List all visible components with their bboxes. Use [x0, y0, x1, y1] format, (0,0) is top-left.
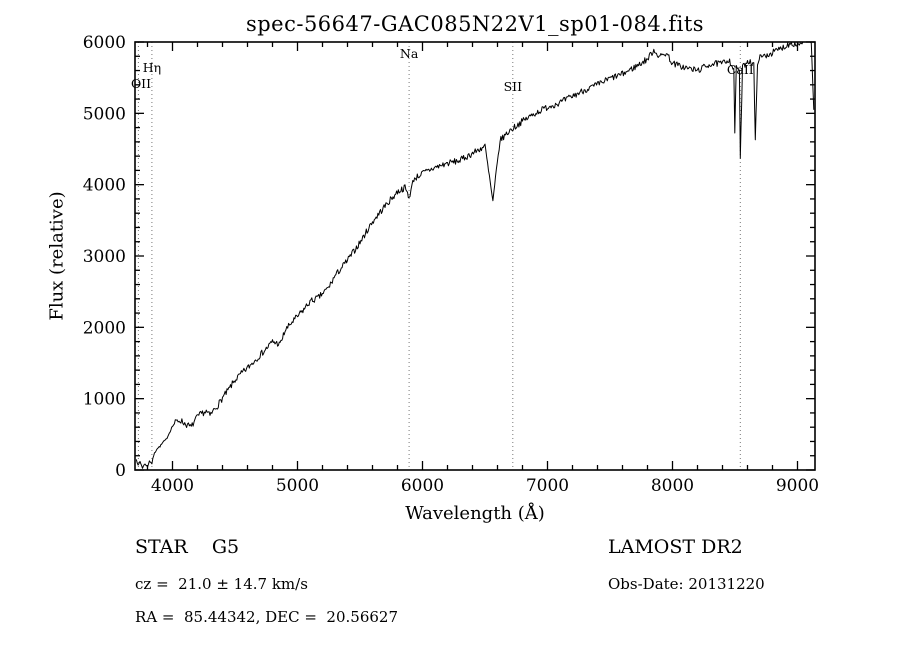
plot-title: spec-56647-GAC085N22V1_sp01-084.fits [245, 12, 705, 36]
y-tick-label: 1000 [83, 390, 126, 410]
obs-date: Obs-Date: 20131220 [608, 575, 765, 593]
reference-line-label: CaII [727, 62, 754, 77]
x-tick-label: 8000 [651, 476, 694, 496]
reference-line-label: Hη [143, 60, 161, 75]
y-tick-label: 5000 [83, 104, 126, 124]
ra-dec-coordinates: RA = 85.44342, DEC = 20.56627 [135, 608, 399, 626]
axis-tick-labels: 4000 5000 6000 7000 8000 9000 0 1000 2000 3000 400… [83, 33, 819, 496]
object-classification: STAR G5 [135, 536, 240, 558]
x-tick-label: 9000 [776, 476, 819, 496]
axis-ticks [135, 41, 815, 471]
cz-velocity: cz = 21.0 ± 14.7 km/s [135, 575, 308, 593]
y-tick-label: 4000 [83, 176, 126, 196]
x-tick-label: 7000 [526, 476, 569, 496]
reference-line-label: SII [504, 79, 523, 94]
y-tick-label: 0 [115, 461, 126, 481]
axes-box [134, 41, 816, 471]
x-tick-label: 6000 [401, 476, 444, 496]
reference-line-label: OII [131, 76, 151, 91]
x-tick-label: 4000 [151, 476, 194, 496]
x-axis-label: Wavelength (Å) [405, 503, 545, 524]
y-tick-label: 2000 [83, 318, 126, 338]
survey-name: LAMOST DR2 [608, 536, 743, 558]
y-tick-label: 3000 [83, 247, 126, 267]
reference-line-label: Na [400, 46, 419, 61]
y-axis-label: Flux (relative) [46, 191, 68, 321]
spectrum-trace [135, 41, 815, 469]
y-tick-label: 6000 [83, 33, 126, 53]
x-tick-label: 5000 [276, 476, 319, 496]
